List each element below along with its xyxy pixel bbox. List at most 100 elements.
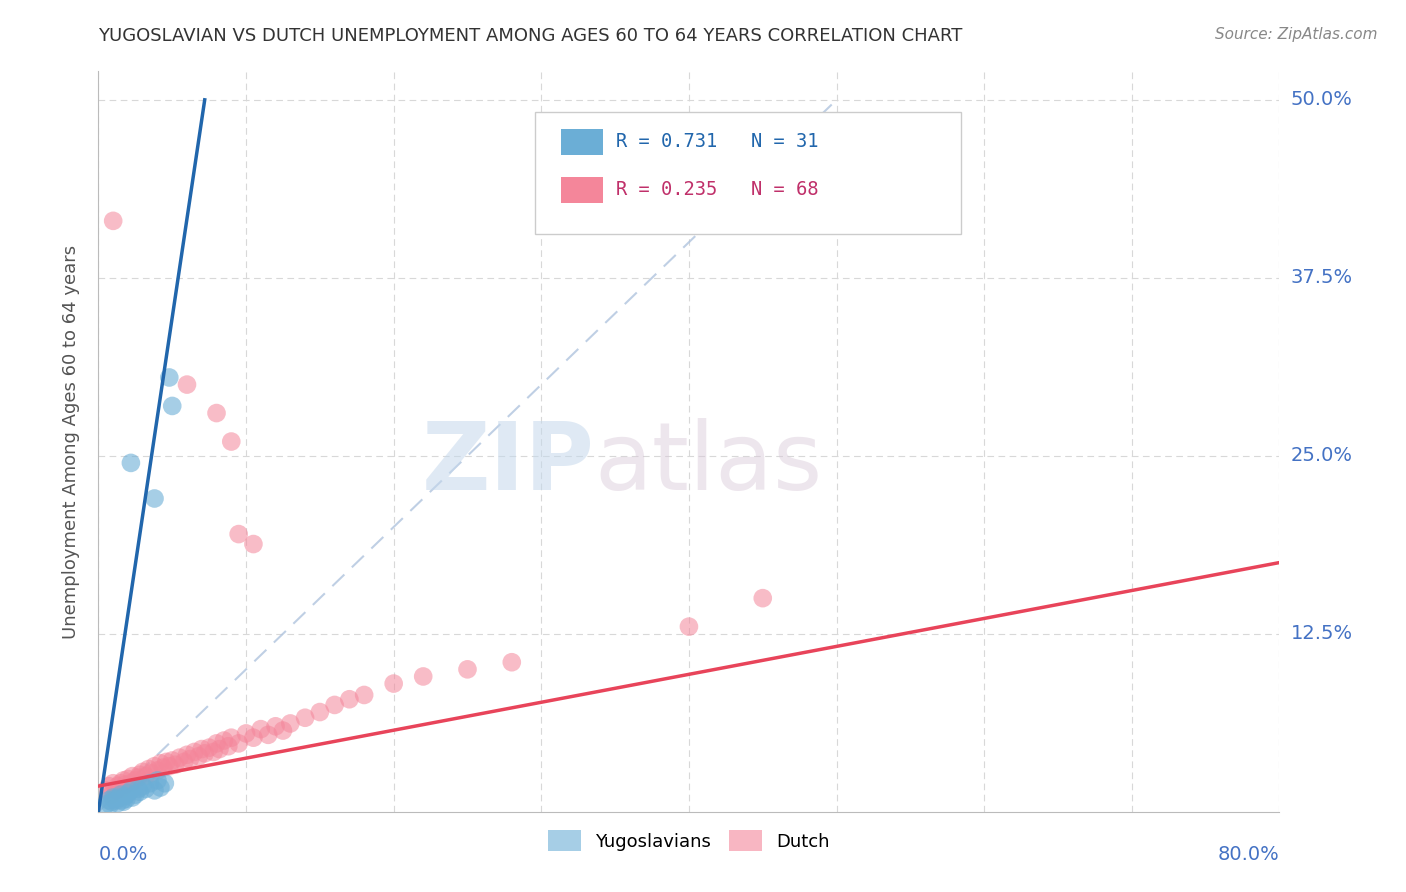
Point — [198, 740, 221, 755]
Point — [169, 750, 191, 764]
Point — [132, 779, 155, 793]
Point — [107, 779, 129, 793]
Point — [242, 537, 264, 551]
Point — [157, 370, 180, 384]
Point — [191, 742, 214, 756]
Point — [250, 722, 273, 736]
Point — [114, 778, 136, 792]
Point — [752, 591, 775, 606]
Point — [94, 797, 117, 812]
Point — [678, 619, 700, 633]
Point — [139, 776, 162, 790]
Point — [202, 745, 225, 759]
Point — [97, 793, 120, 807]
Point — [183, 745, 205, 759]
Point — [110, 776, 132, 790]
Text: R = 0.731   N = 31: R = 0.731 N = 31 — [616, 132, 818, 152]
Point — [194, 747, 217, 761]
Point — [264, 719, 287, 733]
Point — [120, 776, 142, 790]
Text: Source: ZipAtlas.com: Source: ZipAtlas.com — [1215, 27, 1378, 42]
Point — [176, 377, 198, 392]
Text: 0.0%: 0.0% — [98, 845, 148, 864]
Point — [217, 739, 239, 754]
Point — [143, 491, 166, 506]
Point — [165, 757, 187, 772]
Point — [97, 779, 120, 793]
Point — [271, 723, 294, 738]
Point — [100, 795, 122, 809]
Point — [205, 406, 228, 420]
Text: atlas: atlas — [595, 417, 823, 509]
Point — [162, 754, 183, 768]
Point — [294, 711, 316, 725]
Point — [100, 788, 122, 802]
Text: 50.0%: 50.0% — [1291, 90, 1353, 110]
FancyBboxPatch shape — [536, 112, 960, 235]
Point — [143, 783, 166, 797]
Point — [111, 793, 134, 807]
Point — [112, 773, 135, 788]
Y-axis label: Unemployment Among Ages 60 to 64 years: Unemployment Among Ages 60 to 64 years — [62, 244, 80, 639]
FancyBboxPatch shape — [561, 178, 603, 203]
Point — [339, 692, 361, 706]
Point — [127, 771, 149, 785]
Point — [111, 781, 134, 796]
Point — [121, 790, 143, 805]
Point — [128, 785, 150, 799]
Point — [94, 783, 117, 797]
Point — [382, 676, 405, 690]
Point — [138, 762, 160, 776]
Point — [114, 789, 136, 803]
Text: 25.0%: 25.0% — [1291, 446, 1353, 466]
Point — [120, 783, 142, 797]
Point — [205, 736, 228, 750]
Point — [228, 736, 250, 750]
Point — [141, 766, 163, 780]
Point — [128, 767, 150, 781]
Point — [457, 662, 479, 676]
Point — [309, 705, 332, 719]
Point — [176, 747, 198, 762]
Text: 37.5%: 37.5% — [1291, 268, 1353, 287]
Point — [257, 728, 280, 742]
Point — [105, 783, 128, 797]
Text: R = 0.235   N = 68: R = 0.235 N = 68 — [616, 180, 818, 199]
Point — [104, 792, 127, 806]
Point — [108, 790, 131, 805]
Text: YUGOSLAVIAN VS DUTCH UNEMPLOYMENT AMONG AGES 60 TO 64 YEARS CORRELATION CHART: YUGOSLAVIAN VS DUTCH UNEMPLOYMENT AMONG … — [98, 27, 963, 45]
Point — [121, 769, 143, 783]
Point — [187, 749, 209, 764]
Point — [132, 764, 155, 779]
Point — [103, 790, 125, 805]
Point — [124, 773, 146, 788]
Point — [152, 761, 174, 775]
Point — [120, 456, 142, 470]
Point — [98, 797, 121, 812]
Point — [212, 733, 235, 747]
Point — [501, 655, 523, 669]
Point — [179, 752, 201, 766]
Point — [112, 795, 135, 809]
Point — [135, 781, 157, 796]
Point — [110, 788, 132, 802]
Point — [105, 793, 128, 807]
Point — [173, 755, 195, 769]
FancyBboxPatch shape — [561, 129, 603, 155]
Point — [149, 756, 172, 771]
Point — [280, 716, 302, 731]
Point — [221, 434, 243, 449]
Point — [208, 742, 231, 756]
Point — [412, 669, 434, 683]
Point — [353, 688, 375, 702]
Text: 12.5%: 12.5% — [1291, 624, 1353, 643]
Point — [323, 698, 346, 712]
Text: ZIP: ZIP — [422, 417, 595, 509]
Point — [124, 788, 146, 802]
Point — [117, 786, 139, 800]
Point — [143, 759, 166, 773]
Point — [146, 773, 169, 788]
Point — [153, 776, 176, 790]
Legend: Yugoslavians, Dutch: Yugoslavians, Dutch — [541, 823, 837, 858]
Point — [127, 781, 149, 796]
